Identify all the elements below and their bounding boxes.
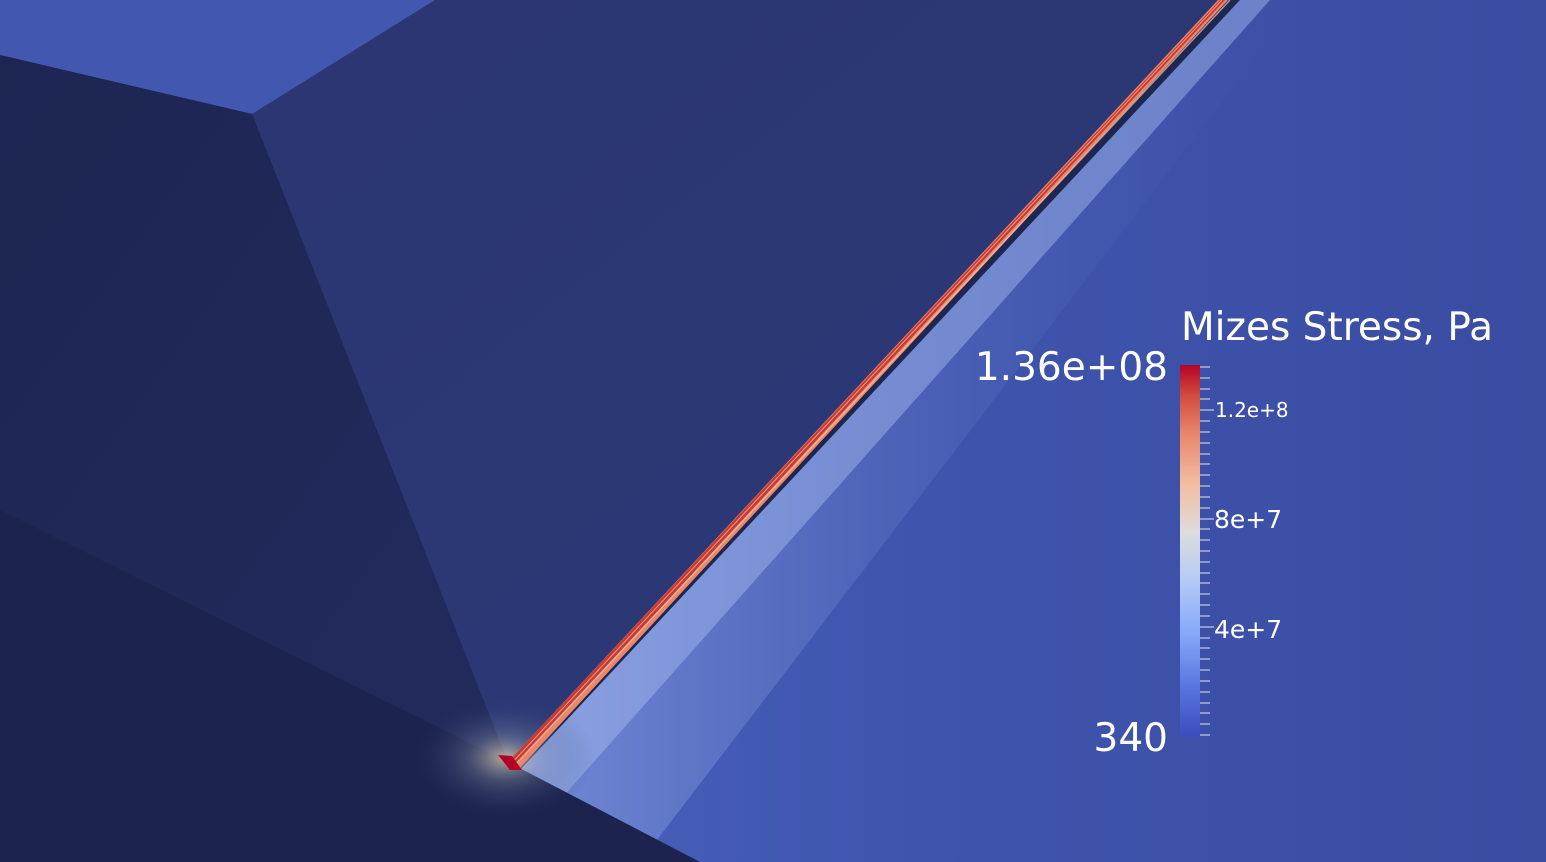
legend-max-label: 1.36e+08 bbox=[974, 345, 1168, 390]
colorbar-ticks bbox=[1200, 366, 1214, 736]
legend-title: Mizes Stress, Pa bbox=[1181, 305, 1493, 350]
tick-label-4e7: 4e+7 bbox=[1214, 615, 1283, 644]
legend-min-label: 340 bbox=[1093, 716, 1168, 761]
top-face bbox=[0, 0, 435, 114]
upper-face bbox=[252, 0, 1222, 762]
tick-label-8e7: 8e+7 bbox=[1214, 505, 1283, 534]
crack-line bbox=[511, 0, 1231, 769]
crack-halo bbox=[520, 0, 1300, 862]
colorbar bbox=[1180, 365, 1200, 737]
tick-label-1-2e8: 1.2e+8 bbox=[1215, 398, 1289, 422]
left-face bbox=[0, 55, 508, 762]
